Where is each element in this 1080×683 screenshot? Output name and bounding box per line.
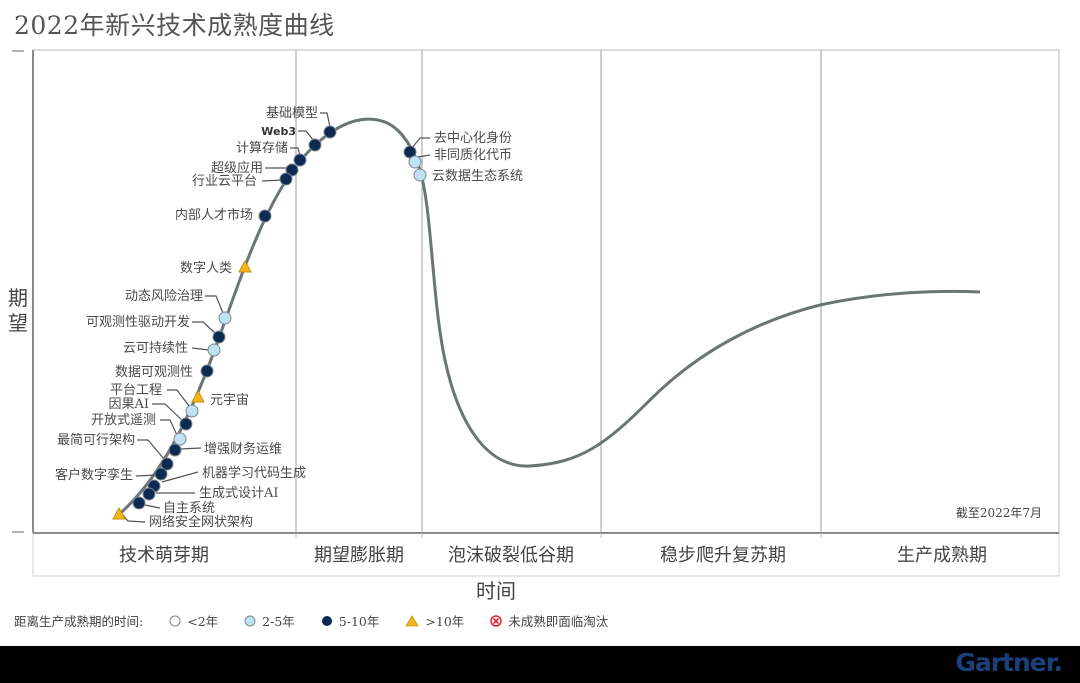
marker-digital-humans[interactable] [238,259,252,273]
label-generative-design-ai: 生成式设计AI [199,486,279,501]
marker-nft[interactable] [408,155,422,169]
gartner-logo: Gartner. [955,648,1063,677]
hype-curve [114,117,981,520]
marker-metaverse[interactable] [191,389,205,403]
marker-internal-talent[interactable] [258,209,272,223]
label-cloud-sustainability: 云可持续性 [123,341,188,356]
marker-autonomic-systems[interactable] [132,496,146,510]
legend-item-5to10: 5-10年 [321,611,379,630]
legend-item-gt10: >10年 [405,611,464,630]
label-minimum-viable-architecture: 最简可行架构 [57,432,135,448]
label-digital-humans: 数字人类 [180,261,232,276]
legend-item-lt2: <2年 [169,611,218,630]
phase-band [32,532,1060,577]
marker-augmented-finops[interactable] [168,443,182,457]
phase-label-peak: 期望膨胀期 [314,545,404,566]
triangle-yellow-icon [405,614,420,626]
label-ml-code-generation: 机器学习代码生成 [202,465,306,481]
marker-computational-storage[interactable] [293,153,307,167]
label-cloud-data-ecosystems: 云数据生态系统 [432,169,523,184]
phase-dividers [295,50,822,533]
marker-foundation-models[interactable] [323,125,337,139]
marker-minimum-viable-architecture[interactable] [160,457,174,471]
label-nft: 非同质化代币 [434,148,512,163]
label-customer-digital-twin: 客户数字孪生 [55,467,133,483]
marker-cloud-sustainability[interactable] [207,343,221,357]
as-of-note: 截至2022年7月 [956,506,1042,520]
chart-title: 2022年新兴技术成熟度曲线 [14,11,335,40]
marker-dynamic-risk-governance[interactable] [218,311,232,325]
label-foundation-models: 基础模型 [266,106,318,121]
marker-web3[interactable] [308,138,322,152]
label-decentralized-identity: 去中心化身份 [434,130,512,146]
label-causal-ai: 因果AI [108,397,149,412]
label-platform-engineering: 平台工程 [110,383,162,398]
y-axis-label-2: 望 [8,311,28,335]
legend: 距离生产成熟期的时间: <2年 2-5年 5-10年 >10年 未成熟即面临淘汰 [14,611,634,630]
label-internal-talent: 内部人才市场 [175,207,253,223]
label-augmented-finops: 增强财务运维 [204,441,282,457]
label-web3: Web3 [261,125,296,138]
marker-industry-cloud[interactable] [279,172,293,186]
plot-area [32,49,1060,534]
marker-generative-design-ai[interactable] [142,487,156,501]
y-axis-label-1: 期 [8,286,28,310]
marker-customer-digital-twin[interactable] [154,467,168,481]
label-computational-storage: 计算存储 [236,141,288,156]
marker-open-telemetry[interactable] [173,432,187,446]
marker-platform-engineering[interactable] [185,404,199,418]
legend-item-obsolete: 未成熟即面临淘汰 [490,611,608,630]
label-metaverse: 元宇宙 [210,393,249,408]
marker-observability-driven-dev[interactable] [212,330,226,344]
phase-label-slope: 稳步爬升复苏期 [660,545,786,566]
label-industry-cloud: 行业云平台 [192,174,257,189]
legend-prefix: 距离生产成熟期的时间: [14,614,144,629]
circle-white-icon [169,615,181,626]
marker-data-observability[interactable] [200,364,214,378]
phase-label-innovation-trigger: 技术萌芽期 [119,545,209,566]
x-axis-label: 时间 [476,579,516,603]
marker-causal-ai[interactable] [179,417,193,431]
legend-item-2to5: 2-5年 [244,611,295,630]
label-autonomic-systems: 自主系统 [163,501,215,516]
circle-navy-icon [321,615,332,626]
phase-label-trough: 泡沫破裂低谷期 [448,545,574,566]
leader-lines [121,112,431,523]
marker-cybersecurity-mesh[interactable] [112,506,126,520]
hype-cycle-chart: 技术萌芽期 期望膨胀期 泡沫破裂低谷期 稳步爬升复苏期 生产成熟期 期 望 时间… [8,49,1060,603]
label-open-telemetry: 开放式遥测 [91,413,156,428]
footer-bar: Gartner. [0,646,1080,683]
marker-cloud-data-ecosystems[interactable] [413,168,427,182]
label-cybersecurity-mesh: 网络安全网状架构 [149,514,253,530]
label-dynamic-risk-governance: 动态风险治理 [125,289,203,304]
circle-x-red-icon [490,614,503,627]
phase-label-plateau: 生产成熟期 [897,545,987,566]
label-observability-driven-dev: 可观测性驱动开发 [86,314,190,330]
label-data-observability: 数据可观测性 [115,365,193,380]
markers [112,125,427,520]
marker-superapps[interactable] [285,163,299,177]
circle-light-blue-icon [244,615,256,626]
label-superapps: 超级应用 [211,160,263,176]
